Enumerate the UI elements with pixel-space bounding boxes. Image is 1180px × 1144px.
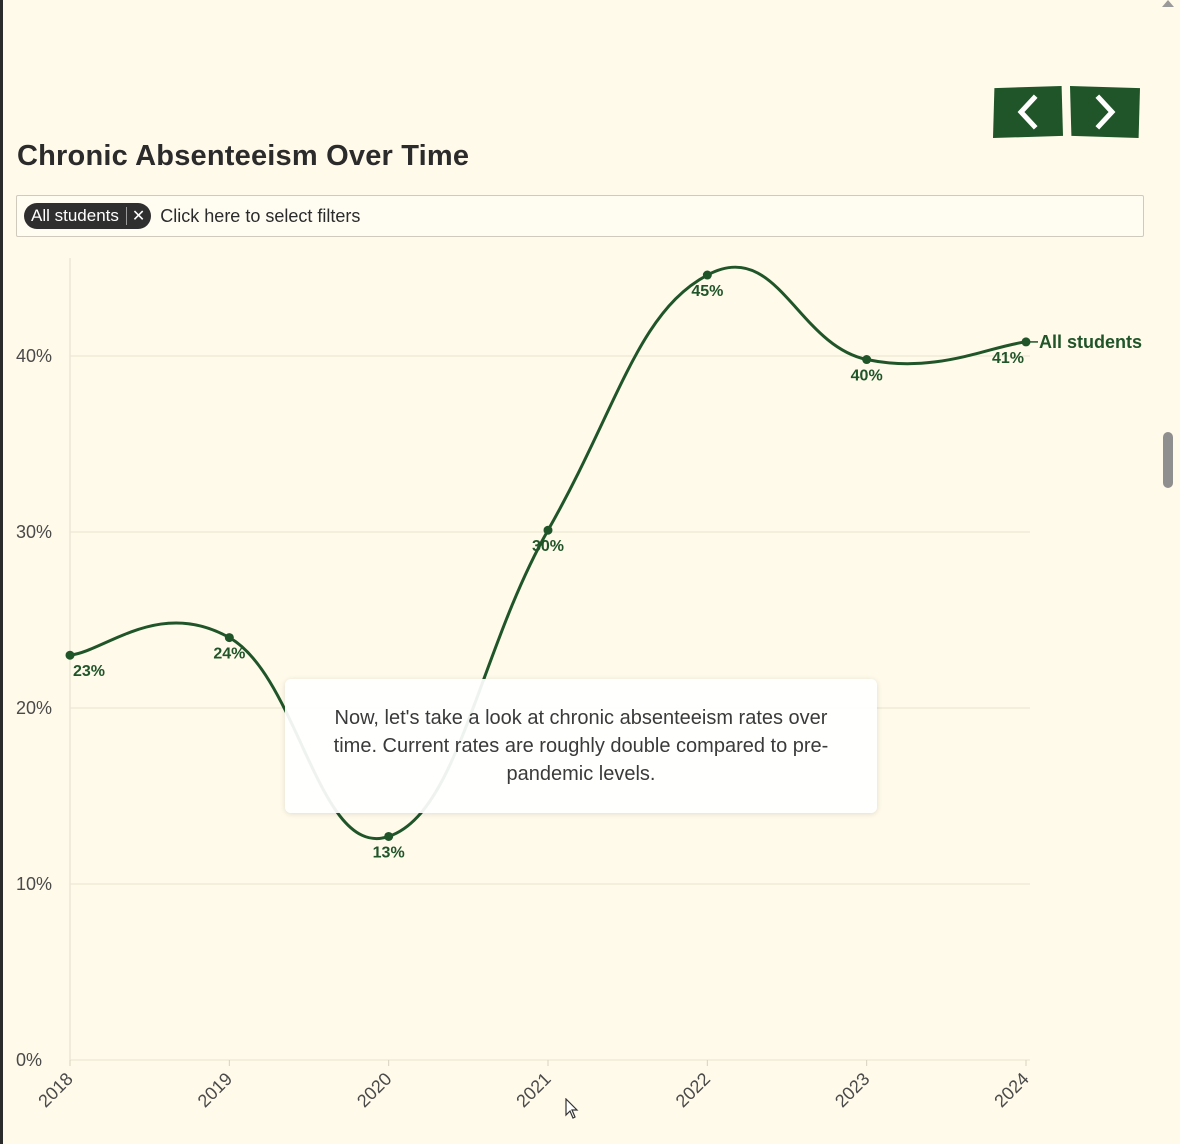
- series-name-label: All students: [1039, 332, 1142, 352]
- series-line: [69, 265, 1027, 841]
- scroll-up-arrow-icon[interactable]: [1162, 0, 1174, 7]
- series-all-students: 23% 24% 13% 30% 45% 40% 41% All students: [65, 265, 1142, 861]
- data-point[interactable]: [1021, 337, 1031, 347]
- filter-select[interactable]: All students ✕ Click here to select filt…: [16, 195, 1144, 237]
- chip-divider: [125, 207, 127, 225]
- mouse-pointer-icon: [565, 1098, 579, 1119]
- filter-placeholder[interactable]: Click here to select filters: [160, 205, 361, 226]
- chevron-right-icon: [1095, 94, 1116, 130]
- y-tick-label: 20%: [16, 698, 52, 718]
- chart-title: Chronic Absenteeism Over Time: [17, 140, 470, 172]
- page-left-border: [0, 0, 3, 1144]
- data-label: 13%: [373, 844, 405, 861]
- data-point[interactable]: [702, 270, 712, 280]
- data-label: 24%: [213, 646, 245, 663]
- data-label: 45%: [691, 283, 723, 300]
- data-label: 40%: [851, 368, 883, 385]
- data-point[interactable]: [65, 650, 75, 660]
- filter-chip-all-students: All students ✕: [24, 203, 152, 229]
- data-label: 23%: [73, 663, 105, 680]
- scrollbar[interactable]: [1156, 0, 1180, 1144]
- data-point[interactable]: [224, 633, 234, 643]
- x-tick-label: 2018: [34, 1069, 76, 1111]
- x-tick-label: 2019: [194, 1069, 236, 1111]
- close-icon[interactable]: ✕: [131, 208, 146, 225]
- previous-slide-button[interactable]: [993, 86, 1063, 138]
- chevron-left-icon: [1017, 94, 1038, 130]
- x-tick-label: 2023: [831, 1069, 873, 1111]
- y-tick-label: 30%: [16, 522, 52, 542]
- data-point[interactable]: [862, 355, 872, 365]
- y-tick-label: 0%: [16, 1050, 42, 1070]
- filter-chip-label: All students: [31, 206, 119, 225]
- tooltip-text: Now, let's take a look at chronic absent…: [333, 707, 829, 785]
- data-label: 41%: [992, 350, 1024, 367]
- x-tick-label: 2020: [353, 1069, 395, 1111]
- data-point[interactable]: [384, 831, 394, 841]
- data-label: 30%: [532, 538, 564, 555]
- data-point[interactable]: [543, 525, 553, 535]
- narrative-tooltip: Now, let's take a look at chronic absent…: [285, 679, 877, 813]
- x-tick-label: 2022: [672, 1069, 714, 1111]
- next-slide-button[interactable]: [1070, 86, 1140, 138]
- y-tick-label: 40%: [16, 346, 52, 366]
- y-tick-label: 10%: [16, 874, 52, 894]
- x-tick-label: 2024: [990, 1069, 1032, 1111]
- x-tick-label: 2021: [512, 1069, 554, 1111]
- scrollbar-thumb[interactable]: [1163, 432, 1173, 488]
